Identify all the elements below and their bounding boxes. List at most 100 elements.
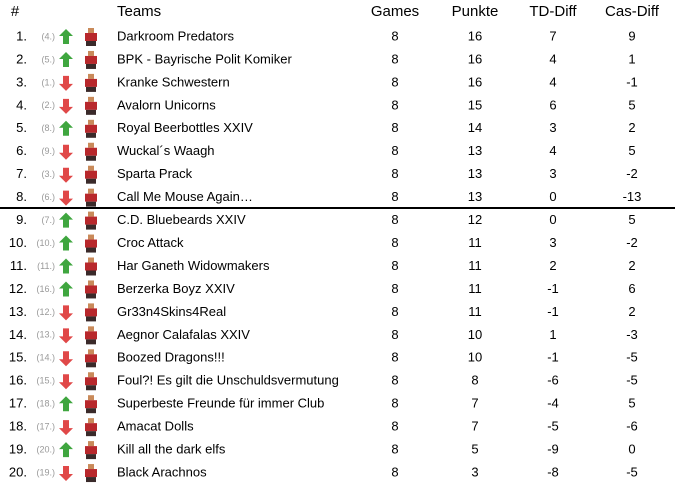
cas-diff: 5 [628,97,635,112]
td-diff: -8 [547,464,559,479]
points: 11 [468,258,482,273]
team-name: Berzerka Boyz XXIV [117,281,235,296]
icon-head [88,280,94,286]
games: 8 [391,143,398,158]
header-games: Games [371,3,419,20]
td-diff: 7 [549,28,556,43]
td-diff: -4 [547,396,559,411]
icon-body [85,331,97,340]
games: 8 [391,350,398,365]
points: 11 [468,304,482,319]
team-icon [85,280,97,299]
previous-rank: (11.) [37,261,55,271]
team-icon [85,96,97,115]
team-name: Black Arachnos [117,464,207,479]
cas-diff: 0 [628,442,635,457]
td-diff: 3 [549,235,556,250]
team-name: Royal Beerbottles XXIV [117,120,253,135]
icon-body [85,55,97,64]
points: 10 [468,327,482,342]
icon-legs [86,41,96,46]
rank: 15. [9,350,27,365]
games: 8 [391,97,398,112]
icon-legs [86,431,96,437]
trend-up-arrow [59,235,73,251]
trend-down-arrow [59,328,73,344]
td-diff: 3 [549,120,556,135]
icon-legs [86,109,96,115]
cas-diff: 5 [628,212,635,227]
td-diff: 3 [549,166,556,181]
games: 8 [391,442,398,457]
icon-head [88,142,94,148]
trend-down-arrow [59,98,73,114]
rank: 7. [16,166,27,181]
icon-head [88,326,94,332]
team-icon [85,372,97,391]
team-name: Boozed Dragons!!! [117,350,225,365]
games: 8 [391,189,398,204]
icon-head [88,234,94,240]
team-name: Har Ganeth Widowmakers [117,258,270,273]
header-points: Punkte [452,3,499,20]
games: 8 [391,74,398,89]
rank: 10. [9,235,27,250]
td-diff: 0 [549,189,556,204]
icon-body [85,469,97,478]
icon-head [88,28,94,33]
icon-head [88,441,94,447]
team-icon [85,257,97,276]
rank: 9. [16,212,27,227]
games: 8 [391,51,398,66]
icon-legs [86,385,96,391]
team-name: Croc Attack [117,235,184,250]
icon-head [88,464,94,470]
icon-legs [86,86,96,92]
previous-rank: (5.) [42,54,56,64]
cas-diff: -13 [623,189,642,204]
icon-legs [86,293,96,299]
trend-up-arrow [59,51,73,67]
team-name: Superbeste Freunde für immer Club [117,396,324,411]
points: 5 [471,442,478,457]
trend-down-arrow [59,466,73,482]
cas-diff: -5 [626,373,638,388]
cas-diff: -2 [626,166,638,181]
previous-rank: (16.) [36,284,55,294]
team-icon [85,119,97,138]
rank: 4. [16,97,27,112]
team-icon [85,188,97,207]
team-name: Wuckal´s Waagh [117,143,215,158]
trend-down-arrow [59,305,73,321]
icon-body [85,147,97,156]
icon-legs [86,63,96,69]
td-diff: -1 [547,281,559,296]
team-icon [85,142,97,161]
icon-body [85,423,97,432]
rank: 11. [10,258,27,273]
points: 16 [468,28,482,43]
td-diff: -1 [547,304,559,319]
icon-head [88,188,94,194]
previous-rank: (15.) [36,376,55,386]
icon-body [85,377,97,386]
previous-rank: (8.) [42,123,56,133]
icon-legs [86,454,96,460]
icon-body [85,33,97,41]
rank: 6. [16,143,27,158]
cas-diff: 6 [628,281,635,296]
icon-legs [86,316,96,322]
rank: 8. [16,189,27,204]
header-td-diff: TD-Diff [529,3,577,20]
team-icon [85,349,97,368]
cas-diff: 2 [628,120,635,135]
cas-diff: 5 [628,396,635,411]
games: 8 [391,373,398,388]
cas-diff: -2 [626,235,638,250]
team-icon [85,73,97,92]
previous-rank: (13.) [36,330,55,340]
trend-down-arrow [59,167,73,183]
icon-body [85,101,97,110]
games: 8 [391,166,398,181]
points: 16 [468,51,482,66]
